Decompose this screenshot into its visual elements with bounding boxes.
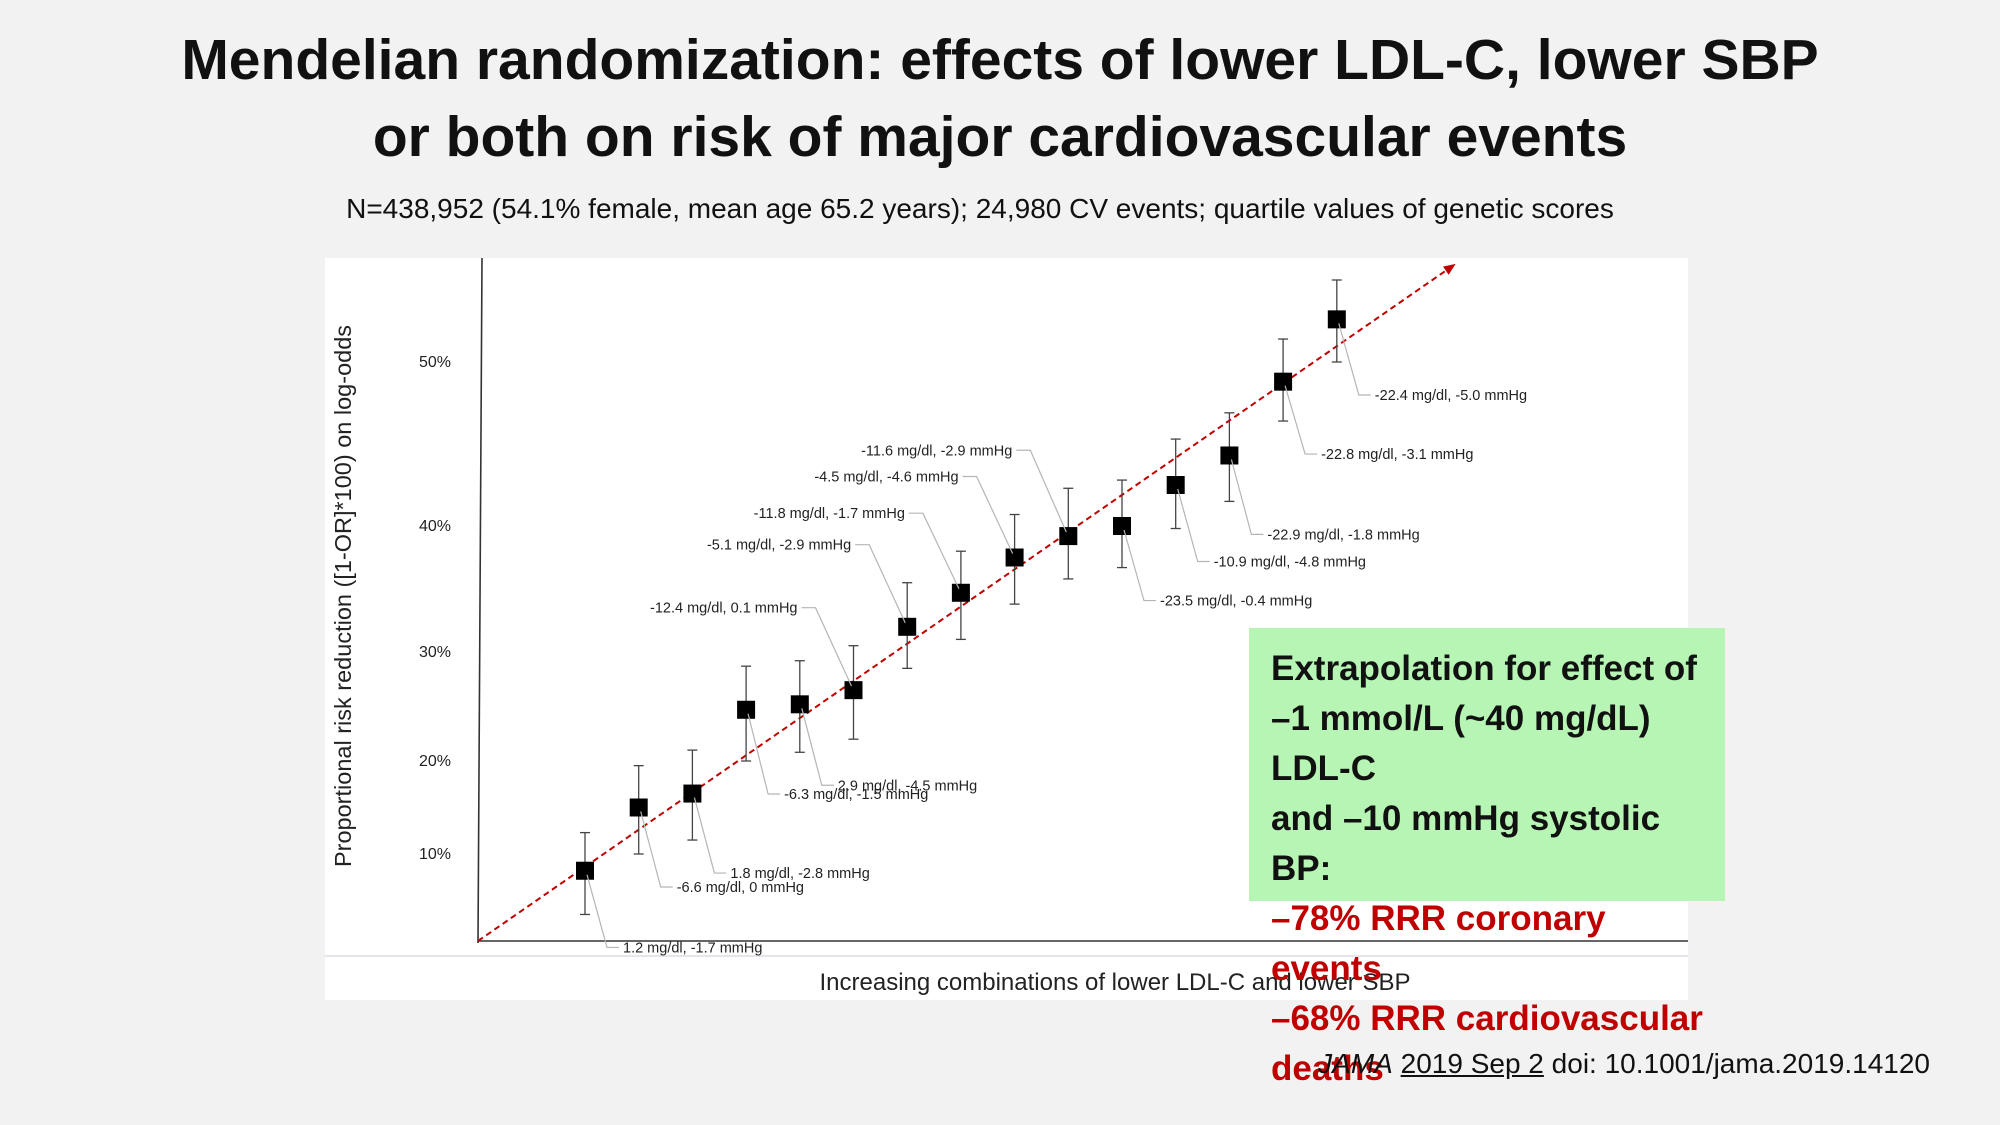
callout-line-2: –1 mmol/L (~40 mg/dL) LDL-C bbox=[1271, 699, 1651, 788]
citation-date-link[interactable]: 2019 Sep 2 bbox=[1400, 1048, 1544, 1079]
citation-doi: doi: 10.1001/jama.2019.14120 bbox=[1551, 1048, 1930, 1079]
data-point-2 bbox=[629, 798, 648, 817]
leader-line-6 bbox=[801, 607, 853, 687]
data-point-8 bbox=[951, 583, 970, 602]
point-label-13: -22.9 mg/dl, -1.8 mmHg bbox=[1267, 527, 1419, 543]
leader-line-10 bbox=[1016, 449, 1067, 533]
point-label-8: -11.8 mg/dl, -1.7 mmHg bbox=[754, 506, 905, 522]
scatter-chart: 10% 20% 30% 40% 50% Proportional risk reducti… bbox=[325, 258, 1688, 996]
point-label-7: -5.1 mg/dl, -2.9 mmHg bbox=[707, 538, 851, 554]
slide-title: Mendelian randomization: effects of lowe… bbox=[0, 22, 2000, 176]
leader-line-13 bbox=[1230, 459, 1264, 535]
x-axis-label: Increasing combinations of lower LDL-C a… bbox=[820, 969, 1411, 996]
y-tick-label-30: 30% bbox=[419, 644, 451, 661]
leader-line-4 bbox=[747, 713, 781, 795]
y-tick-label-40: 40% bbox=[419, 518, 451, 535]
data-point-3 bbox=[683, 784, 702, 803]
leader-line-14 bbox=[1284, 385, 1318, 455]
point-label-5: 2.9 mg/dl, -4.5 mmHg bbox=[838, 778, 977, 794]
callout-line-coronary: –78% RRR coronary events bbox=[1271, 899, 1606, 988]
leader-line-3 bbox=[693, 797, 727, 874]
slide-subtitle: N=438,952 (54.1% female, mean age 65.2 y… bbox=[346, 193, 1614, 224]
trend-line bbox=[477, 263, 1456, 942]
leader-line-7 bbox=[855, 544, 906, 624]
point-label-14: -22.8 mg/dl, -3.1 mmHg bbox=[1321, 447, 1473, 463]
leader-line-2 bbox=[640, 811, 673, 888]
data-point-5 bbox=[790, 695, 809, 714]
callout-line-cv-deaths: –68% RRR cardiovascular deaths bbox=[1271, 999, 1703, 1088]
extrapolation-callout: Extrapolation for effect of –1 mmol/L (~… bbox=[1249, 628, 1725, 1088]
title-line-1: Mendelian randomization: effects of lowe… bbox=[181, 28, 1819, 92]
data-point-6 bbox=[844, 681, 863, 700]
y-axis-line bbox=[477, 258, 483, 944]
leader-line-5 bbox=[801, 708, 834, 786]
data-point-14 bbox=[1274, 372, 1293, 391]
citation-journal: JAMA bbox=[1318, 1048, 1393, 1079]
y-tick-label-10: 10% bbox=[419, 846, 451, 863]
citation: JAMA 2019 Sep 2 doi: 10.1001/jama.2019.1… bbox=[1318, 1048, 1930, 1080]
point-label-9: -4.5 mg/dl, -4.6 mmHg bbox=[814, 470, 958, 486]
y-axis-label: Proportional risk reduction ([1-OR]*100)… bbox=[330, 325, 356, 867]
point-label-1: 1.2 mg/dl, -1.7 mmHg bbox=[623, 940, 762, 956]
y-tick-label-20: 20% bbox=[419, 753, 451, 770]
callout-line-1: Extrapolation for effect of bbox=[1271, 649, 1697, 688]
point-label-15: -22.4 mg/dl, -5.0 mmHg bbox=[1375, 388, 1527, 404]
leader-line-12 bbox=[1177, 488, 1210, 563]
leader-line-9 bbox=[962, 475, 1014, 554]
data-point-15 bbox=[1327, 310, 1346, 329]
point-label-3: 1.8 mg/dl, -2.8 mmHg bbox=[730, 866, 869, 882]
leader-line-8 bbox=[908, 512, 960, 590]
data-point-1 bbox=[576, 861, 594, 880]
data-point-13 bbox=[1220, 446, 1239, 465]
point-label-10: -11.6 mg/dl, -2.9 mmHg bbox=[861, 443, 1012, 459]
data-point-7 bbox=[898, 617, 917, 636]
data-point-4 bbox=[737, 700, 756, 719]
y-tick-label-50: 50% bbox=[419, 354, 451, 371]
data-point-9 bbox=[1005, 548, 1024, 567]
data-point-12 bbox=[1166, 476, 1185, 494]
leader-line-1 bbox=[586, 874, 619, 949]
leader-line-15 bbox=[1338, 323, 1371, 396]
point-label-11: -23.5 mg/dl, -0.4 mmHg bbox=[1160, 594, 1312, 610]
point-label-2: -6.6 mg/dl, 0 mmHg bbox=[677, 880, 804, 896]
callout-line-3: and –10 mmHg systolic BP: bbox=[1271, 799, 1661, 888]
point-label-12: -10.9 mg/dl, -4.8 mmHg bbox=[1214, 555, 1366, 571]
data-point-10 bbox=[1059, 527, 1078, 546]
point-label-6: -12.4 mg/dl, 0.1 mmHg bbox=[650, 601, 797, 617]
leader-line-11 bbox=[1123, 529, 1156, 602]
title-line-2: or both on risk of major cardiovascular … bbox=[372, 105, 1628, 169]
point-label-4: -6.3 mg/dl, -1.5 mmHg bbox=[784, 787, 928, 803]
data-point-11 bbox=[1113, 517, 1131, 535]
